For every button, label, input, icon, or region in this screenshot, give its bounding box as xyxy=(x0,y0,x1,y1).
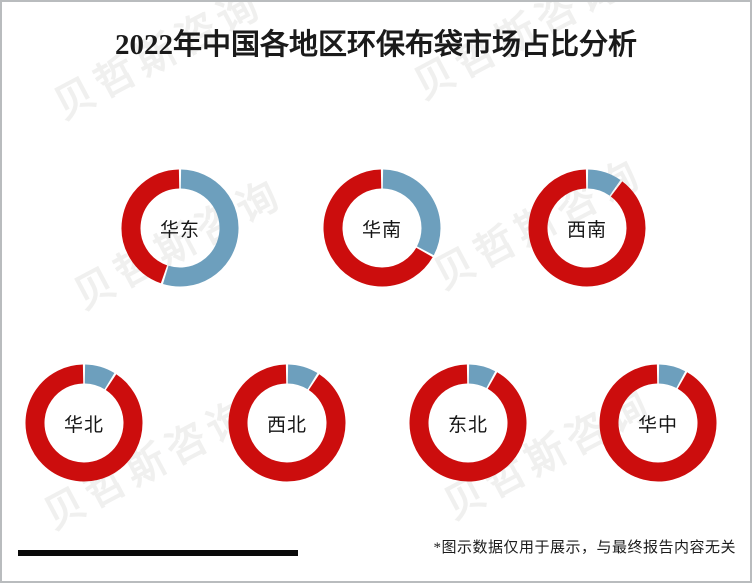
donut-segment-share xyxy=(382,169,441,256)
donut-segment-share xyxy=(287,364,318,390)
donut-segment-remainder xyxy=(528,169,646,287)
donut-segment-remainder xyxy=(25,364,143,482)
donut-segment-remainder xyxy=(409,364,527,482)
footer-rule xyxy=(18,550,298,556)
donut-label: 西北 xyxy=(266,414,307,436)
donut-svg xyxy=(228,364,346,482)
donut-chart: 东北 xyxy=(408,363,528,483)
chart-title: 2022年中国各地区环保布袋市场占比分析 xyxy=(114,29,637,61)
donut-chart: 华北 xyxy=(24,363,144,483)
donut-segment-remainder xyxy=(599,364,717,482)
donut-svg xyxy=(409,364,527,482)
donut-svg xyxy=(528,169,646,287)
donut-svg xyxy=(25,364,143,482)
donut-chart: 华南 xyxy=(322,168,442,288)
donut-label: 西南 xyxy=(566,219,607,241)
donut-segment-share xyxy=(587,169,621,196)
donut-svg xyxy=(323,169,441,287)
donut-svg xyxy=(121,169,239,287)
donut-segment-remainder xyxy=(121,169,180,284)
donut-label: 华北 xyxy=(63,414,104,436)
donut-segment-remainder xyxy=(323,169,433,287)
donut-svg xyxy=(599,364,717,482)
donut-segment-share xyxy=(658,364,686,389)
donut-chart: 西南 xyxy=(527,168,647,288)
donut-chart: 华东 xyxy=(120,168,240,288)
donut-segment-remainder xyxy=(228,364,346,482)
donut-label: 华中 xyxy=(637,414,678,436)
donut-segment-share xyxy=(468,364,496,389)
donut-label: 华东 xyxy=(159,219,200,241)
donut-label: 东北 xyxy=(447,414,488,436)
donut-chart: 华中 xyxy=(598,363,718,483)
donut-label: 华南 xyxy=(361,219,402,241)
donut-chart: 西北 xyxy=(227,363,347,483)
footer-note: *图示数据仅用于展示，与最终报告内容无关 xyxy=(433,540,736,556)
donut-segment-share xyxy=(84,364,115,390)
donut-segment-share xyxy=(163,169,239,287)
